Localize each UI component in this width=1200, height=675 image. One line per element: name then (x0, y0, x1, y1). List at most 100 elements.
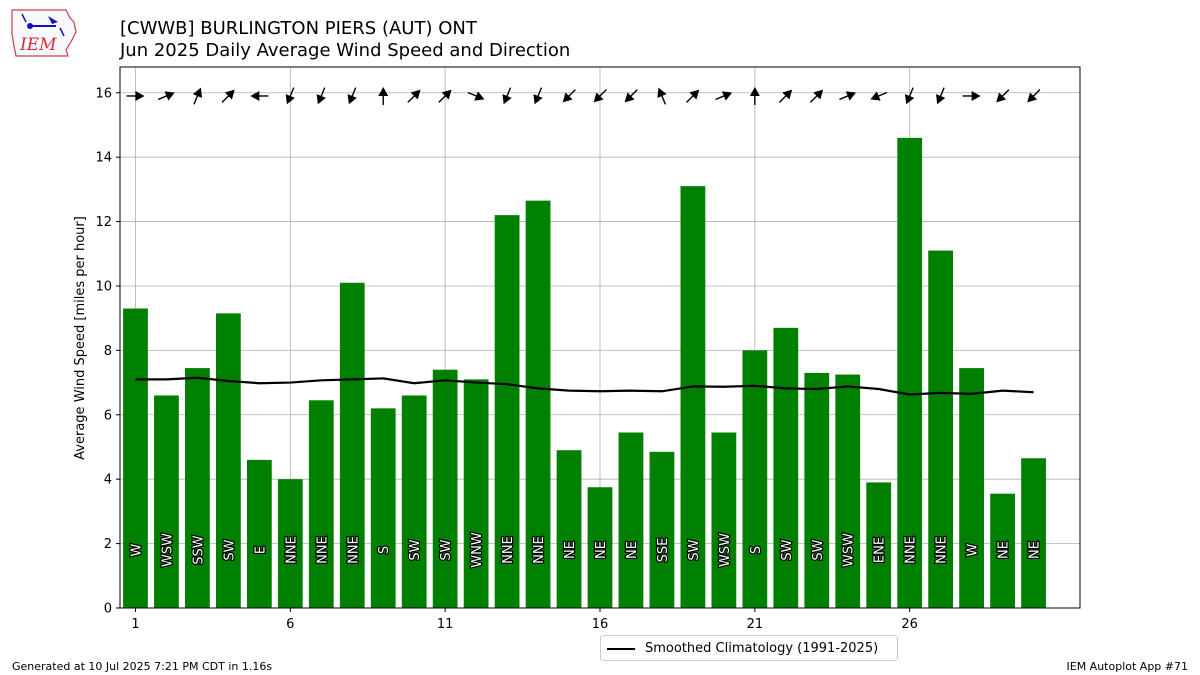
direction-label: W (129, 543, 144, 556)
direction-label: SW (811, 539, 826, 560)
wind-arrow (839, 91, 857, 101)
wind-arrow-head (813, 89, 824, 100)
bar (835, 374, 861, 608)
y-tick-label: 4 (104, 473, 112, 488)
wind-arrow-head (410, 89, 421, 100)
wind-arrow-head (845, 91, 857, 101)
bar (401, 395, 427, 608)
iem-logo: IEM (11, 9, 77, 57)
bar (432, 369, 458, 608)
wind-arrow-head (135, 90, 145, 101)
wind-arrow (624, 89, 638, 103)
wind-arrow (562, 89, 576, 103)
footer-app: IEM Autoplot App #71 (1066, 660, 1189, 673)
climatology-line (135, 376, 1034, 396)
bar (804, 372, 830, 608)
bar (990, 493, 1015, 608)
footer-generated: Generated at 10 Jul 2025 7:21 PM CDT in … (12, 660, 273, 673)
x-tick-label: 11 (437, 617, 454, 632)
direction-label: WNW (470, 532, 485, 568)
wind-arrow (749, 86, 760, 105)
direction-label: SSW (191, 535, 206, 565)
direction-label: SW (222, 539, 237, 560)
wind-arrow (502, 87, 512, 105)
wind-arrow-head (347, 94, 357, 105)
direction-label: NNE (315, 536, 330, 564)
bar (866, 482, 892, 608)
wind-arrow-head (250, 90, 260, 101)
direction-label: SW (439, 539, 454, 560)
x-tick-label: 16 (592, 617, 609, 632)
wind-arrow-head (192, 87, 203, 98)
wind-arrow (192, 87, 203, 105)
bar (494, 215, 520, 608)
direction-label: NNE (346, 536, 361, 564)
bars-layer (123, 137, 1046, 608)
bar (463, 379, 489, 608)
direction-label: SW (687, 539, 702, 560)
x-tick-label: 6 (286, 617, 294, 632)
wind-arrow (378, 86, 389, 105)
legend: Smoothed Climatology (1991-2025) (600, 635, 898, 661)
direction-label: WSW (842, 533, 857, 567)
wind-arrow-head (164, 91, 175, 101)
wind-arrow-head (749, 86, 760, 96)
y-tick-label: 6 (104, 408, 112, 423)
wind-arrow-head (593, 92, 604, 103)
y-tick-label: 0 (104, 602, 112, 617)
legend-line-swatch (607, 648, 635, 651)
wind-arrow-head (870, 91, 881, 101)
bar (742, 350, 768, 608)
direction-label: NNE (904, 536, 919, 564)
bar (556, 450, 582, 608)
iowa-state-outline (11, 9, 77, 57)
wind-arrow (778, 89, 793, 103)
direction-label: NE (563, 541, 578, 559)
x-tick-label: 21 (747, 617, 764, 632)
wind-arrow (438, 89, 452, 103)
direction-label: E (253, 546, 268, 554)
wind-arrow-head (474, 91, 485, 101)
bar (680, 186, 706, 608)
wind-arrow-head (533, 94, 543, 105)
wind-arrow-head (905, 94, 915, 105)
bar (216, 313, 241, 608)
chart-subtitle: Jun 2025 Daily Average Wind Speed and Di… (120, 40, 571, 61)
wind-arrow-head (971, 90, 981, 101)
climatology-layer (135, 376, 1034, 396)
wind-arrow (316, 87, 326, 105)
wind-arrow-head (624, 92, 635, 103)
wind-arrow (715, 91, 733, 101)
direction-label: NE (625, 541, 640, 559)
bar (773, 327, 799, 608)
x-tick-label: 1 (131, 617, 139, 632)
wind-arrow-head (782, 89, 793, 100)
direction-label: NNE (284, 536, 299, 564)
bar (308, 400, 334, 608)
direction-label: W (966, 543, 981, 556)
bar (154, 395, 179, 608)
direction-label: ENE (873, 537, 888, 563)
wind-arrow (686, 89, 700, 103)
y-tick-label: 12 (95, 215, 112, 230)
wind-arrow (221, 89, 235, 103)
wind-arrow-head (285, 94, 295, 105)
wind-arrow (533, 87, 543, 105)
wind-arrow (905, 87, 915, 105)
wind-arrow (657, 87, 667, 105)
wind-arrow (347, 87, 357, 105)
wind-arrow (593, 89, 607, 103)
y-tick-label: 8 (104, 344, 112, 359)
bar (339, 282, 365, 608)
bar (123, 308, 148, 608)
y-tick-label: 16 (95, 86, 112, 101)
y-tick-label: 2 (104, 537, 112, 552)
direction-label: SSE (656, 538, 671, 563)
bar (711, 432, 737, 608)
chart-title: [CWWB] BURLINGTON PIERS (AUT) ONT (120, 18, 477, 39)
wind-arrow-head (502, 94, 512, 105)
wind-arrow-head (1027, 92, 1038, 103)
direction-label: NNE (532, 536, 547, 564)
wind-arrow (1027, 89, 1041, 103)
